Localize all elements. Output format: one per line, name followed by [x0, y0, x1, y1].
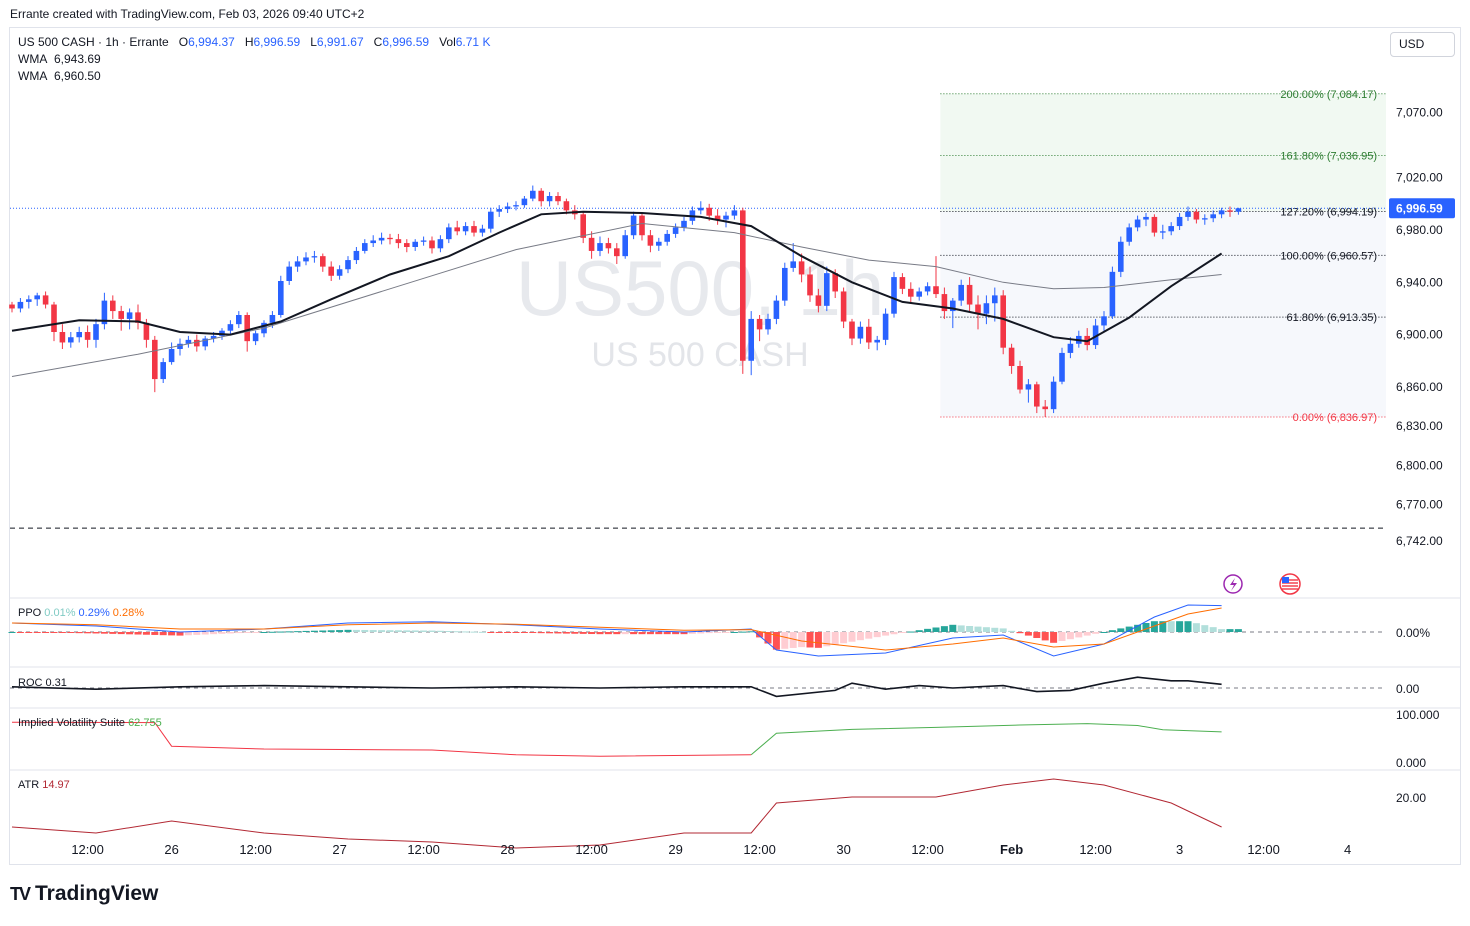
wma1-legend[interactable]: WMA 6,943.69 — [18, 52, 101, 66]
chart-frame — [9, 27, 1461, 865]
close-value: 6,996.59 — [382, 35, 430, 49]
symbol-header: US 500 CASH · 1h · Errante O6,994.37 H6,… — [18, 35, 491, 49]
wma1-value: 6,943.69 — [54, 52, 101, 66]
high-value: 6,996.59 — [253, 35, 301, 49]
chart-caption: Errante created with TradingView.com, Fe… — [10, 7, 365, 21]
tradingview-logo-icon: TV — [10, 883, 31, 904]
symbol-title: US 500 CASH · 1h · Errante — [18, 35, 169, 49]
wma2-value: 6,960.50 — [54, 69, 101, 83]
low-value: 6,991.67 — [316, 35, 364, 49]
brand-name: TradingView — [35, 882, 159, 905]
tradingview-brand: TV TradingView — [10, 882, 158, 906]
wma2-legend[interactable]: WMA 6,960.50 — [18, 69, 101, 83]
currency-button[interactable]: USD — [1390, 32, 1455, 57]
open-value: 6,994.37 — [188, 35, 235, 49]
volume-value: 6.71 K — [455, 35, 491, 49]
